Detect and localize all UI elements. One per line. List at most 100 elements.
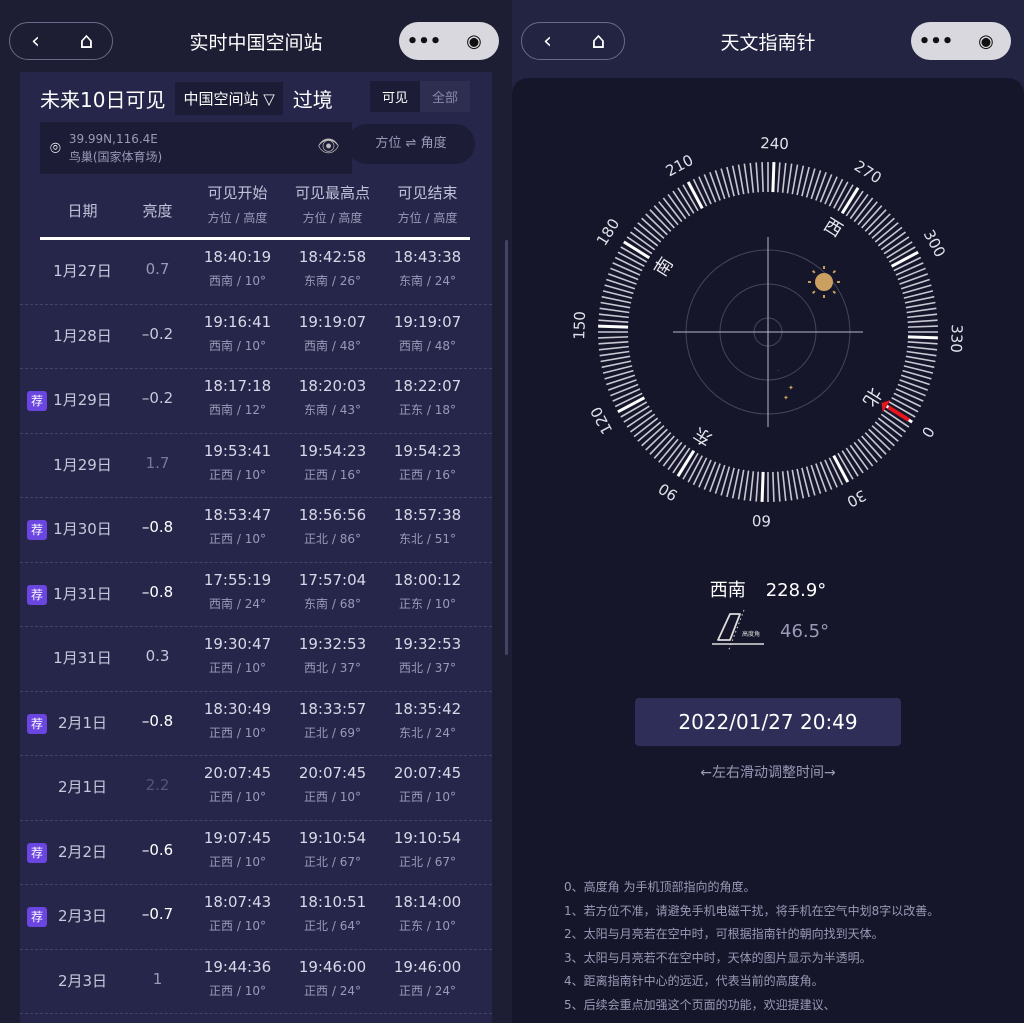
compass-tick xyxy=(893,256,922,272)
row-brightness: –0.8 xyxy=(141,711,174,730)
compass-tick xyxy=(614,256,643,272)
compass-tick xyxy=(749,471,755,502)
page-title: 实时中国空间站 xyxy=(189,32,323,54)
compass-tick xyxy=(604,284,634,295)
compass-tick xyxy=(598,313,629,319)
north-pointer-icon xyxy=(881,399,891,413)
table-row[interactable]: 1月27日 0.7 18:40:19 西南 / 10° 18:42:58 东南 / 2… xyxy=(20,240,492,305)
chevron-left-icon[interactable]: ‹ xyxy=(543,28,552,54)
row-peak-time: 19:54:23 xyxy=(298,441,367,460)
compass-tick xyxy=(828,457,844,486)
row-peak-time: 19:32:53 xyxy=(298,635,367,653)
eye-icon[interactable]: 👁 xyxy=(317,136,340,157)
compass-tick xyxy=(907,340,938,345)
compass-tick xyxy=(877,226,903,247)
compass-tick xyxy=(649,209,672,232)
compass-tick xyxy=(895,262,924,276)
satellite-select[interactable]: 中国空间站 ▽ xyxy=(175,82,283,115)
row-start-time: 18:07:43 xyxy=(203,893,272,911)
recommended-badge: 荐 xyxy=(27,584,47,605)
north-needle xyxy=(887,405,910,422)
compass-tick xyxy=(667,444,687,471)
table-row[interactable]: 2月1日 2.2 20:07:45 正西 / 10° 20:07:45 正西 / 10… xyxy=(20,756,492,821)
location-coords: 39.99N,116.4E xyxy=(68,132,158,146)
compass-tick xyxy=(662,197,683,223)
col-peak-sub: 方位 / 高度 xyxy=(302,211,363,225)
table-row[interactable]: 1月28日 –0.2 19:16:41 西南 / 10° 19:19:07 西南 / … xyxy=(20,305,492,369)
compass-tick xyxy=(841,450,859,477)
table-row[interactable]: 荐 1月30日 –0.8 18:53:47 正西 / 10° 18:56:56 正北 /… xyxy=(20,498,492,563)
compass-tick xyxy=(737,164,745,195)
table-row[interactable]: 荐 1月29日 –0.2 18:17:18 西南 / 12° 18:20:03 东南 /… xyxy=(20,369,492,434)
altitude-value: 46.5° xyxy=(780,620,830,642)
chevron-left-icon[interactable]: ‹ xyxy=(31,28,40,54)
swap-azimuth-angle-button[interactable]: 方位 ⇌ 角度 xyxy=(347,124,475,164)
table-row[interactable]: 2月3日 1 19:44:36 正西 / 10° 19:46:00 正西 / 24° 1… xyxy=(20,950,492,1014)
compass-tick xyxy=(907,319,938,324)
note-item: 0、高度角 为手机顶部指向的角度。 xyxy=(564,880,756,894)
degree-label: 270 xyxy=(851,157,885,187)
compass-tick xyxy=(828,178,844,207)
compass-tick xyxy=(653,435,675,459)
row-start: 18:17:18 西南 / 12° xyxy=(190,377,285,418)
row-start: 19:44:36 正西 / 10° xyxy=(190,958,285,999)
compass-tick xyxy=(629,231,656,251)
table-row[interactable]: 荐 2月3日 –0.7 18:07:43 正西 / 10° 18:10:51 正北 / … xyxy=(20,885,492,950)
row-start-dir: 正西 / 10° xyxy=(209,532,266,546)
table-row[interactable]: 荐 1月31日 –0.8 17:55:19 西南 / 24° 17:57:04 东南 /… xyxy=(20,563,492,627)
scrollbar[interactable] xyxy=(505,240,508,655)
sun-ray xyxy=(811,269,816,274)
nav-pill: ‹ ⌂ xyxy=(521,22,625,60)
target-circle-icon[interactable]: ◉ xyxy=(978,30,994,52)
compass-tick xyxy=(614,392,643,408)
compass-tick xyxy=(641,425,665,447)
table-row[interactable]: 1月29日 1.7 19:53:41 正西 / 10° 19:54:23 正西 / 1… xyxy=(20,434,492,498)
compass-tick xyxy=(612,388,641,402)
compass-tick xyxy=(824,459,838,488)
row-start-time: 19:16:41 xyxy=(203,312,272,331)
target-circle-icon[interactable]: ◉ xyxy=(466,30,482,52)
row-start-time: 19:07:45 xyxy=(203,828,272,847)
row-start: 17:55:19 西南 / 24° xyxy=(190,571,285,612)
more-dots-icon[interactable]: ••• xyxy=(918,30,954,52)
home-icon[interactable]: ⌂ xyxy=(79,28,94,54)
row-date: 2月1日 xyxy=(57,713,108,732)
location-box[interactable]: ⌾ 39.99N,116.4E 鸟巢(国家体育场) 👁 xyxy=(40,122,352,174)
section-heading: 未来10日可见 中国空间站 ▽ 过境 xyxy=(40,82,333,115)
nav-bar: ‹ ⌂ 天文指南针 ••• ◉ xyxy=(512,0,1024,72)
compass-tick xyxy=(667,193,687,220)
table-row[interactable]: 荐 2月1日 –0.8 18:30:49 正西 / 10° 18:33:57 正北 / … xyxy=(20,692,492,756)
toggle-visible[interactable]: 可见 xyxy=(369,81,420,112)
row-end: 18:57:38 东北 / 51° xyxy=(380,506,475,547)
nav-pill: ‹ ⌂ xyxy=(9,22,113,60)
compass-tick xyxy=(672,447,691,474)
compass-tick xyxy=(880,413,907,433)
table-row[interactable]: 荐 2月2日 –0.6 19:07:45 正西 / 10° 19:10:54 正北 / … xyxy=(20,821,492,885)
compass-tick xyxy=(598,340,629,345)
home-icon[interactable]: ⌂ xyxy=(591,28,606,54)
table-row[interactable]: 1月31日 0.3 19:30:47 正西 / 10° 19:32:53 西北 / 3… xyxy=(20,627,492,692)
row-date: 1月29日 xyxy=(53,455,112,474)
more-dots-icon[interactable]: ••• xyxy=(406,30,442,52)
compass-tick xyxy=(810,464,822,494)
compass-tick xyxy=(703,174,717,203)
row-end-time: 19:32:53 xyxy=(393,635,462,653)
degree-label: 150 xyxy=(570,311,589,340)
compass-tick xyxy=(698,459,712,488)
toggle-all[interactable]: 全部 xyxy=(431,91,458,106)
nav-bar: ‹ ⌂ 实时中国空间站 ••• ◉ xyxy=(0,0,512,72)
compass-tick xyxy=(623,405,650,423)
compass-tick xyxy=(637,222,662,243)
row-peak-time: 20:07:45 xyxy=(298,764,367,782)
row-date: 2月1日 xyxy=(57,778,108,796)
star-icon: ✦ xyxy=(783,394,789,402)
row-end-time: 19:46:00 xyxy=(393,957,462,976)
row-peak: 19:19:07 西南 / 48° xyxy=(285,313,380,354)
row-start-time: 19:30:47 xyxy=(203,635,272,653)
compass-tick xyxy=(601,295,632,304)
compass-dial[interactable]: 0 30 60 90 120 150 180 210 240 270 300 330 北东 南 西 ✦ ✦ xyxy=(568,120,968,540)
datetime-slider[interactable]: 2022/01/27 20:49 xyxy=(635,698,901,746)
compass-tick xyxy=(883,236,910,255)
compass-tick xyxy=(903,365,934,374)
note-item: 4、距离指南针中心的远近，代表当前的高度角。 xyxy=(564,974,824,988)
